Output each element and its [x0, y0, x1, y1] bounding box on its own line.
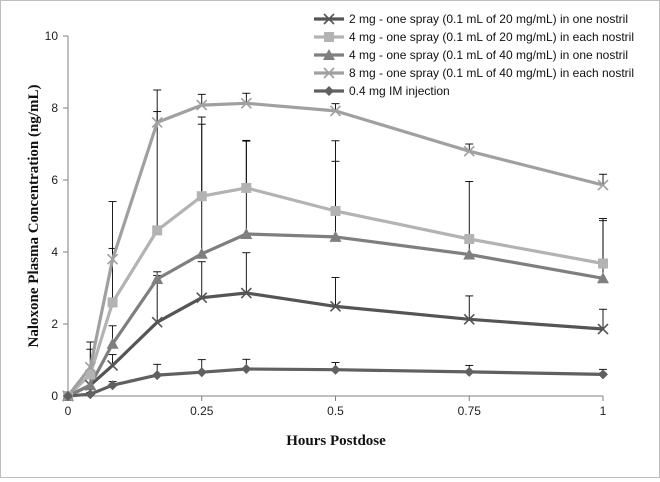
data-point — [106, 359, 119, 371]
data-point — [107, 297, 118, 308]
data-point — [240, 287, 252, 299]
data-point — [241, 182, 252, 193]
data-point — [240, 228, 253, 239]
x-tick-label: 0 — [65, 404, 72, 418]
legend-marker — [323, 13, 335, 25]
x-tick-label: 0.25 — [190, 404, 214, 418]
data-point — [329, 230, 342, 242]
data-point — [598, 369, 608, 380]
data-point — [152, 370, 163, 381]
data-point — [329, 105, 342, 117]
x-tick-label: 0.5 — [327, 404, 344, 418]
y-tick-label: 8 — [51, 101, 58, 115]
data-point — [151, 116, 163, 128]
data-point — [240, 97, 252, 109]
data-point — [597, 179, 609, 191]
legend-label: 4 mg - one spray (0.1 mL of 20 mg/mL) in… — [349, 30, 634, 44]
legend-label: 0.4 mg IM injection — [349, 84, 450, 98]
data-point — [151, 316, 163, 328]
data-point — [463, 313, 475, 325]
data-point — [464, 234, 475, 245]
data-point — [329, 300, 342, 312]
data-point — [151, 273, 164, 284]
y-tick-label: 4 — [51, 245, 58, 259]
data-point — [196, 99, 208, 111]
data-point — [63, 391, 73, 401]
y-tick-label: 2 — [51, 317, 58, 331]
series-line-1 — [67, 291, 604, 398]
axes: 0 2 4 6 8 10 0 0.25 0.5 0.75 1 — [45, 29, 607, 418]
data-point — [152, 225, 163, 236]
data-point — [330, 205, 341, 216]
x-axis-title: Hours Postdose — [286, 433, 386, 449]
error-bars — [86, 89, 607, 395]
data-point — [597, 272, 609, 284]
legend-marker — [324, 86, 334, 96]
axis-labels: Hours Postdose Naloxone Plasma Concentra… — [26, 85, 386, 449]
legend-marker — [323, 49, 335, 60]
data-markers — [62, 97, 609, 402]
legend-marker — [323, 67, 335, 79]
data-point — [330, 364, 341, 375]
data-point — [106, 253, 119, 265]
data-point — [196, 367, 207, 378]
data-point — [463, 248, 476, 260]
legend-label: 2 mg - one spray (0.1 mL of 20 mg/mL) in… — [349, 12, 628, 26]
data-point — [241, 364, 252, 374]
data-point — [85, 369, 96, 380]
legend: 2 mg - one spray (0.1 mL of 20 mg/mL) in… — [314, 12, 634, 98]
data-point — [196, 292, 208, 304]
data-point — [196, 191, 207, 202]
data-point — [84, 379, 97, 391]
data-point — [85, 389, 96, 400]
y-tick-label: 0 — [51, 389, 58, 403]
x-tick-label: 0.75 — [458, 404, 482, 418]
data-point — [463, 145, 475, 157]
legend-label: 8 mg - one spray (0.1 mL of 40 mg/mL) in… — [349, 66, 634, 80]
y-tick-label: 6 — [51, 173, 58, 187]
y-tick-label: 10 — [45, 29, 59, 43]
y-axis-title: Naloxone Plasma Concentration (ng/mL) — [26, 85, 42, 348]
x-tick-label: 1 — [600, 404, 607, 418]
data-point — [598, 258, 608, 269]
data-point — [107, 380, 118, 391]
data-point — [464, 366, 475, 377]
data-point — [84, 361, 96, 373]
data-point — [195, 247, 208, 259]
data-point — [106, 337, 119, 349]
legend-label: 4 mg - one spray (0.1 mL of 40 mg/mL) in… — [349, 48, 628, 62]
data-point — [597, 323, 609, 335]
legend-marker — [324, 32, 334, 42]
